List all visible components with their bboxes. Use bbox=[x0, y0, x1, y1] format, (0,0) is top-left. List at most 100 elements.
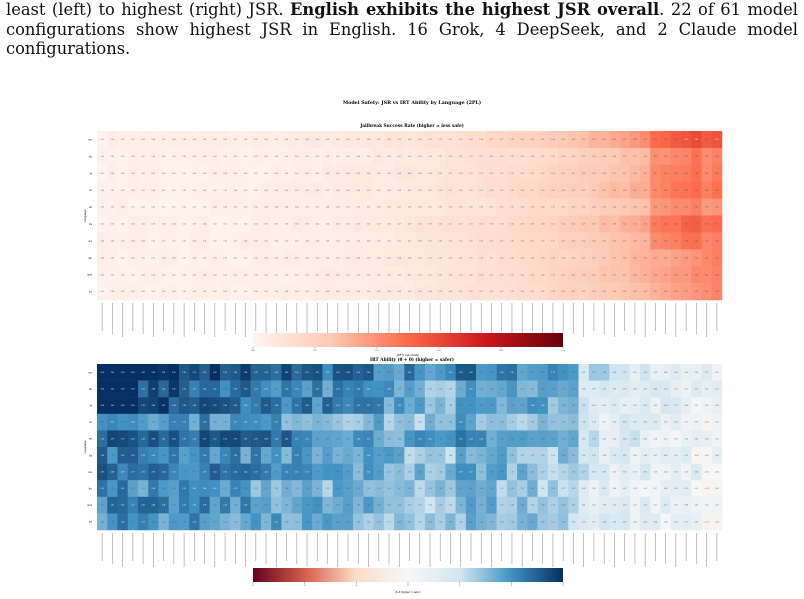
heatmap-cell-value: 2.17 bbox=[193, 389, 196, 391]
heatmap-cell-value: 0.04 bbox=[285, 207, 288, 209]
heatmap-cell bbox=[148, 480, 159, 498]
heatmap-cell bbox=[609, 447, 620, 464]
heatmap-cell bbox=[363, 430, 374, 448]
heatmap-cell-value: 1.49 bbox=[531, 472, 534, 474]
heatmap-cell bbox=[281, 147, 292, 166]
heatmap-cell-value: 0.43 bbox=[674, 156, 677, 158]
heatmap-cell bbox=[189, 496, 200, 514]
heatmap-cell-value: 0.19 bbox=[551, 257, 554, 259]
heatmap-cell bbox=[250, 164, 262, 182]
column-label-mark bbox=[142, 533, 144, 564]
heatmap-cell bbox=[383, 480, 395, 498]
heatmap-cell bbox=[619, 215, 631, 233]
heatmap-cell-value: 0.04 bbox=[285, 291, 288, 293]
heatmap-cell bbox=[291, 364, 303, 381]
heatmap-cell bbox=[291, 513, 303, 531]
heatmap-cell bbox=[250, 232, 262, 250]
heatmap-cell bbox=[363, 496, 374, 514]
heatmap-cell bbox=[619, 283, 631, 301]
heatmap-cell bbox=[250, 463, 262, 481]
heatmap-cell bbox=[701, 463, 713, 481]
heatmap-cell bbox=[281, 380, 292, 398]
row-label-pt: pt bbox=[89, 520, 93, 524]
heatmap-cell-value: 1.96 bbox=[162, 455, 165, 457]
heatmap-cell-value: 2.04 bbox=[531, 405, 534, 407]
heatmap-cell bbox=[363, 215, 374, 233]
heatmap-cell bbox=[629, 181, 641, 199]
heatmap-cell bbox=[660, 430, 672, 448]
heatmap-cell-value: 0.69 bbox=[613, 389, 616, 391]
heatmap-cell-value: 0.10 bbox=[439, 190, 442, 192]
heatmap-cell-value: 1.34 bbox=[510, 521, 513, 523]
paragraph-text-before: least (left) to highest (right) JSR. bbox=[6, 0, 290, 19]
column-label-mark bbox=[398, 533, 400, 567]
heatmap-cell-value: 2.76 bbox=[141, 405, 144, 407]
heatmap-cell-value: 0.81 bbox=[582, 372, 585, 374]
heatmap-cell bbox=[619, 380, 631, 398]
heatmap-cell bbox=[578, 413, 590, 431]
heatmap-cell-value: 1.99 bbox=[100, 422, 103, 424]
heatmap-cell-value: 0.17 bbox=[654, 488, 657, 490]
heatmap-cell-value: 2.24 bbox=[357, 389, 360, 391]
heatmap-cell bbox=[681, 480, 692, 498]
heatmap-cell bbox=[158, 364, 169, 381]
heatmap-cell-value: 1.81 bbox=[418, 472, 421, 474]
heatmap-cell-value: 0.05 bbox=[377, 274, 380, 276]
heatmap-cell bbox=[517, 215, 528, 233]
heatmap-cell bbox=[506, 147, 518, 166]
heatmap-cell-value: 0.07 bbox=[367, 190, 370, 192]
heatmap-cell bbox=[588, 232, 600, 250]
heatmap-cell bbox=[168, 215, 180, 233]
heatmap-cell-value: 0.40 bbox=[715, 207, 718, 209]
heatmap-cell bbox=[281, 232, 292, 250]
heatmap-cell bbox=[107, 447, 118, 464]
heatmap-cell bbox=[394, 232, 405, 250]
column-label-mark bbox=[685, 303, 687, 331]
row-label-fr: fr bbox=[90, 171, 93, 175]
heatmap-cell-value: 1.16 bbox=[418, 488, 421, 490]
heatmap-cell bbox=[322, 181, 333, 199]
heatmap-cell bbox=[97, 198, 108, 216]
heatmap-cell bbox=[240, 131, 251, 149]
heatmap-cell-value: 2.29 bbox=[172, 455, 175, 457]
heatmap-cell bbox=[517, 413, 528, 431]
heatmap-cell-value: 0.13 bbox=[469, 224, 472, 226]
heatmap-cell-value: 1.65 bbox=[213, 422, 216, 424]
heatmap-cell-value: 0.04 bbox=[141, 139, 144, 141]
heatmap-cell bbox=[445, 249, 456, 267]
heatmap-cell bbox=[301, 131, 313, 149]
heatmap-cell bbox=[148, 463, 159, 481]
heatmap-cell bbox=[486, 283, 497, 301]
heatmap-cell bbox=[373, 215, 385, 233]
heatmap-cell bbox=[517, 447, 528, 464]
heatmap-cell bbox=[568, 181, 579, 199]
heatmap-cell-value: 1.45 bbox=[562, 521, 565, 523]
column-label-mark bbox=[501, 533, 503, 561]
heatmap-cell bbox=[414, 283, 426, 301]
heatmap-cell-value: 1.86 bbox=[346, 472, 349, 474]
heatmap-cell-value: 1.79 bbox=[316, 405, 319, 407]
heatmap-cell bbox=[148, 397, 159, 415]
heatmap-cell bbox=[312, 397, 323, 415]
heatmap-cell-value: 1.59 bbox=[439, 405, 442, 407]
heatmap-cell bbox=[240, 447, 251, 464]
heatmap-cell bbox=[537, 430, 549, 448]
heatmap-cell bbox=[383, 380, 395, 398]
heatmap-cell bbox=[465, 430, 477, 448]
heatmap-cell-value: 0.48 bbox=[643, 455, 646, 457]
heatmap-cell bbox=[496, 380, 508, 398]
heatmap-cell bbox=[465, 480, 477, 498]
heatmap-cell bbox=[650, 181, 661, 199]
heatmap-cell bbox=[506, 364, 518, 381]
heatmap-cell bbox=[394, 397, 405, 415]
heatmap-cell bbox=[445, 266, 456, 284]
heatmap-cell bbox=[404, 283, 415, 301]
heatmap-cell bbox=[537, 413, 549, 431]
heatmap-cell bbox=[537, 463, 549, 481]
heatmap-cell bbox=[148, 249, 159, 267]
heatmap-cell-value: 0.18 bbox=[531, 224, 534, 226]
heatmap-cell-value: 0.06 bbox=[387, 291, 390, 293]
heatmap-cell-value: 1.23 bbox=[500, 505, 503, 507]
heatmap-cell bbox=[373, 147, 385, 166]
heatmap-cell-value: 1.85 bbox=[377, 455, 380, 457]
